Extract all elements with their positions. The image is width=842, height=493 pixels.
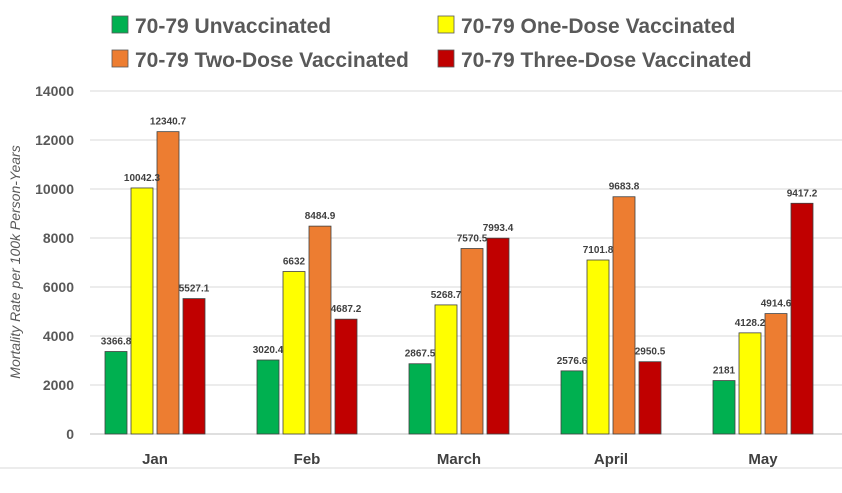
x-tick-label: March <box>437 451 481 468</box>
bar <box>738 332 762 435</box>
y-axis-title: Mortality Rate per 100k Person-Years <box>7 145 23 378</box>
bar <box>612 196 636 435</box>
legend-label: 70-79 Three-Dose Vaccinated <box>461 49 752 72</box>
legend: 70-79 Unvaccinated 70-79 One-Dose Vaccina… <box>111 15 752 72</box>
y-tick-label: 14000 <box>35 83 74 99</box>
legend-swatch <box>437 49 455 68</box>
data-label: 2181 <box>713 366 736 377</box>
x-axis: Jan Feb March April May <box>142 451 778 468</box>
bar <box>282 271 306 435</box>
x-tick-label: April <box>594 451 628 468</box>
y-tick-label: 12000 <box>35 132 74 148</box>
data-label: 5527.1 <box>179 284 210 295</box>
data-label: 8484.9 <box>305 211 336 222</box>
data-label: 2576.6 <box>557 356 588 367</box>
y-tick-label: 8000 <box>43 230 74 246</box>
data-label: 2867.5 <box>405 349 436 360</box>
bars <box>104 131 814 435</box>
bar <box>308 225 332 435</box>
legend-label: 70-79 Unvaccinated <box>135 15 331 38</box>
x-tick-label: Jan <box>142 451 168 468</box>
y-tick-label: 2000 <box>43 377 74 393</box>
data-label: 9417.2 <box>787 188 818 199</box>
data-label: 6632 <box>283 257 306 268</box>
data-label: 3366.8 <box>101 337 132 348</box>
bar <box>256 359 280 435</box>
x-tick-label: Feb <box>294 451 321 468</box>
bar <box>712 380 736 435</box>
data-label: 3020.4 <box>253 345 284 356</box>
bar <box>334 318 358 435</box>
data-label: 7101.8 <box>583 245 614 256</box>
bar <box>790 202 814 435</box>
bar <box>638 361 662 435</box>
data-label: 7993.4 <box>483 223 514 234</box>
data-label: 2950.5 <box>635 347 666 358</box>
bar <box>764 313 788 435</box>
bar <box>130 187 154 435</box>
gridlines <box>0 90 842 469</box>
data-label: 4128.2 <box>735 318 766 329</box>
legend-swatch <box>111 15 129 34</box>
data-label: 4914.6 <box>761 299 792 310</box>
data-label: 7570.5 <box>457 234 488 245</box>
bar <box>460 248 484 435</box>
legend-label: 70-79 One-Dose Vaccinated <box>461 15 735 38</box>
x-tick-label: May <box>748 451 778 468</box>
data-label: 4687.2 <box>331 304 362 315</box>
y-tick-label: 4000 <box>43 328 74 344</box>
data-label: 10042.3 <box>124 173 161 184</box>
data-label: 9683.8 <box>609 182 640 193</box>
legend-swatch <box>437 15 455 34</box>
y-axis: Mortality Rate per 100k Person-Years 0 20… <box>7 83 74 442</box>
bar <box>182 298 206 435</box>
bar <box>486 237 510 435</box>
bar <box>104 351 128 435</box>
legend-swatch <box>111 49 129 68</box>
y-tick-label: 10000 <box>35 181 74 197</box>
y-tick-label: 6000 <box>43 279 74 295</box>
bar <box>560 370 584 435</box>
bar <box>408 363 432 435</box>
data-label: 5268.7 <box>431 290 462 301</box>
y-tick-label: 0 <box>66 426 74 442</box>
bar <box>586 259 610 435</box>
data-label: 12340.7 <box>150 117 187 128</box>
data-labels: 3366.8 10042.3 12340.7 5527.1 3020.4 6632 8484… <box>101 117 818 377</box>
legend-label: 70-79 Two-Dose Vaccinated <box>135 49 409 72</box>
bar <box>434 304 458 435</box>
bar <box>156 131 180 435</box>
